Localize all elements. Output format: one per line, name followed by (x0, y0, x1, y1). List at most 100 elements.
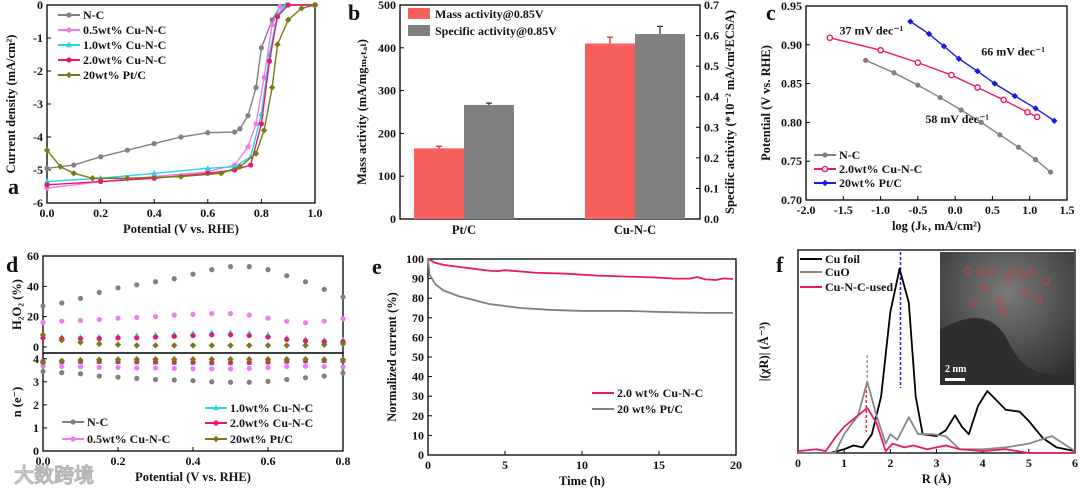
legend-item (205, 435, 227, 443)
data-point (89, 175, 96, 182)
x-tick-label: 15 (653, 458, 665, 472)
legend-item (62, 436, 84, 442)
data-point (227, 264, 234, 270)
data-point (863, 57, 869, 63)
x-tick-label: 1.0 (308, 206, 323, 220)
legend-item (58, 12, 80, 18)
legend-item (814, 179, 836, 187)
y-axis-label: Mass activity (mA/mgₘₑₜₐₗ) (355, 39, 369, 185)
data-point (284, 318, 290, 324)
legend-item (58, 27, 80, 33)
y-tick-label: 0.85 (781, 77, 802, 91)
y-tick-label: 0.95 (781, 0, 802, 13)
x-tick-label: -1.5 (834, 203, 853, 217)
bar (464, 104, 514, 219)
series-line (910, 20, 1055, 122)
data-point (134, 365, 140, 371)
data-point (974, 84, 981, 91)
x-tick-label: 0.6 (261, 454, 276, 468)
data-point (302, 279, 309, 285)
x-axis-label: Potential (V vs. RHE) (123, 222, 239, 236)
y-right-tick-label: 0.0 (704, 212, 719, 226)
x-tick-label: 1.0 (1022, 203, 1037, 217)
y-tick-label: -6 (33, 196, 43, 210)
data-point (133, 342, 140, 349)
data-point (171, 356, 178, 363)
data-point (190, 378, 196, 384)
series-cu-foil (798, 267, 1076, 454)
data-point (284, 364, 290, 370)
y-tick-label: 3 (33, 375, 39, 389)
data-point (115, 374, 121, 380)
legend-marker (213, 420, 219, 426)
data-point (209, 267, 215, 273)
x-tick-label: 4 (980, 456, 986, 470)
y-tick-label: 40 (27, 279, 39, 293)
data-point (40, 320, 46, 326)
data-point (237, 126, 243, 132)
legend-label: 0.5wt% Cu-N-C (83, 23, 166, 37)
data-point (915, 82, 921, 88)
x-axis-label: log (Jₖ, mA/cm²) (892, 219, 981, 233)
data-point (236, 163, 244, 170)
y-tick-label: 70 (412, 311, 424, 325)
single-atom-marker (969, 299, 977, 307)
y-tick-label: 40 (412, 370, 424, 384)
y-tick-label: 50 (412, 350, 424, 364)
data-point (96, 340, 103, 348)
data-point (178, 134, 184, 140)
data-point (152, 279, 159, 285)
series-20wt-pt-c (907, 18, 1058, 125)
data-point (340, 294, 346, 300)
data-point (227, 379, 234, 385)
data-point (227, 310, 234, 317)
legend-marker (821, 179, 829, 187)
single-atom-marker (1004, 275, 1012, 283)
legend-item (814, 165, 836, 173)
y-tick-label: 80 (412, 291, 424, 305)
data-point (302, 363, 309, 369)
y-tick-label: 400 (378, 41, 396, 55)
x-tick-label: 0.4 (186, 454, 201, 468)
y-right-tick-label: 0.6 (704, 29, 719, 43)
data-point (991, 80, 998, 87)
data-point (227, 359, 234, 366)
series-20wt-pt-c (43, 1, 319, 182)
data-point (321, 318, 327, 324)
data-point (77, 339, 84, 346)
data-point (190, 271, 196, 277)
data-point (246, 379, 252, 385)
x-tick-label: 1.5 (1060, 203, 1075, 217)
data-point (253, 84, 259, 91)
data-point (264, 356, 272, 363)
slope-annotation: 37 mV dec⁻¹ (840, 24, 904, 38)
single-atom-marker (1020, 289, 1028, 297)
y-tick-label: 20 (412, 409, 424, 423)
data-point (258, 45, 264, 51)
legend-label: 1.0wt% Cu-N-C (83, 38, 166, 52)
legend-label: 20wt% Pt/C (839, 176, 902, 190)
data-point (39, 359, 47, 366)
data-point (96, 289, 102, 295)
panel-letter-f: f (776, 252, 784, 277)
data-point (284, 336, 290, 342)
legend-label: N-C (87, 415, 108, 429)
data-point (283, 342, 290, 349)
series-line (798, 380, 1076, 454)
data-point (151, 170, 158, 176)
legend-item (62, 419, 84, 425)
series-line (829, 37, 1038, 118)
y-tick-label: 0.80 (781, 115, 802, 129)
data-point (265, 267, 271, 273)
y-right-tick-label: 0.7 (704, 0, 719, 12)
legend-label: N-C (839, 148, 860, 162)
data-point (258, 121, 264, 127)
scale-bar-label: 2 nm (945, 364, 967, 375)
inset-dark-region (940, 318, 1074, 385)
data-point (1051, 117, 1058, 125)
error-bar (436, 145, 442, 149)
y-tick-label: 10 (412, 428, 424, 442)
data-point (302, 320, 309, 326)
series-20-wt-pt-c (427, 258, 733, 314)
data-point (284, 376, 290, 383)
